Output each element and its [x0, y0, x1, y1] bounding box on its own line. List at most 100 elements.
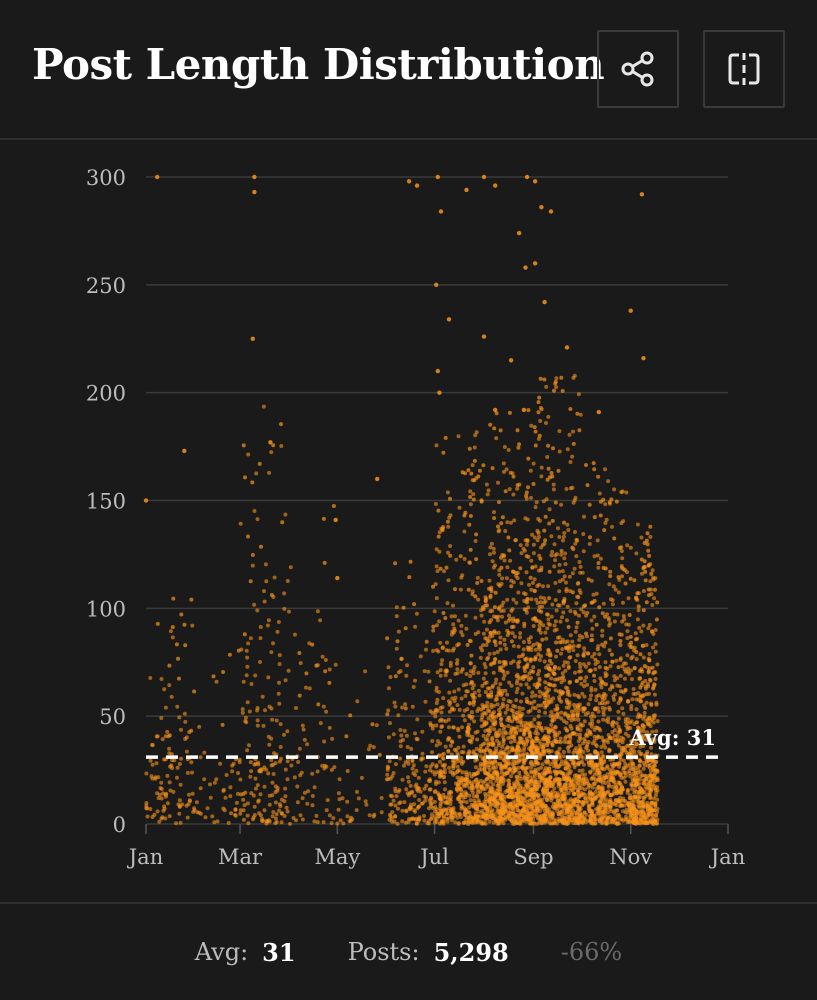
- data-point: [533, 693, 538, 698]
- data-point: [540, 762, 545, 767]
- data-point: [616, 743, 621, 748]
- data-point: [482, 749, 487, 754]
- data-point: [525, 662, 530, 667]
- data-point: [264, 767, 268, 772]
- data-point: [601, 709, 606, 714]
- data-point: [539, 654, 543, 659]
- data-point: [257, 769, 262, 774]
- data-point: [548, 770, 553, 775]
- data-point: [648, 524, 653, 529]
- data-point: [614, 499, 619, 504]
- data-point: [261, 404, 266, 409]
- data-point: [526, 647, 531, 652]
- x-tick-label: Jan: [127, 845, 163, 869]
- data-point: [460, 633, 465, 638]
- data-point: [637, 789, 642, 794]
- data-point: [567, 432, 572, 437]
- data-point: [553, 801, 558, 806]
- data-point: [402, 728, 407, 733]
- data-point: [567, 777, 572, 782]
- data-point: [641, 737, 646, 742]
- data-point: [492, 550, 496, 555]
- data-point: [646, 626, 651, 631]
- data-point: [456, 768, 460, 773]
- data-point: [617, 632, 622, 637]
- data-point: [576, 595, 581, 600]
- data-point: [399, 733, 404, 738]
- data-point: [616, 737, 621, 742]
- data-point: [472, 690, 477, 695]
- data-point: [460, 667, 465, 672]
- data-point: [514, 600, 519, 605]
- data-point: [267, 742, 272, 747]
- data-point: [643, 578, 648, 583]
- data-point: [439, 710, 444, 715]
- data-point: [648, 778, 653, 783]
- data-point: [576, 792, 581, 797]
- data-point: [501, 669, 506, 674]
- data-point: [492, 629, 497, 634]
- data-point: [611, 720, 616, 725]
- data-point: [508, 558, 513, 563]
- data-point: [577, 768, 582, 773]
- average-label: Avg: 31: [628, 725, 716, 750]
- x-tick-label: Jan: [709, 845, 745, 869]
- data-point: [590, 711, 595, 716]
- data-point: [493, 719, 497, 724]
- data-point: [340, 796, 345, 801]
- data-point: [518, 635, 522, 640]
- data-point: [492, 510, 496, 515]
- data-point: [537, 582, 542, 587]
- data-point: [531, 792, 536, 797]
- data-point: [397, 801, 402, 806]
- data-point: [306, 789, 311, 794]
- data-point: [279, 820, 284, 825]
- data-point: [593, 818, 598, 822]
- data-point: [645, 808, 650, 813]
- data-point: [577, 808, 582, 812]
- data-point: [555, 798, 560, 803]
- data-point: [544, 760, 549, 765]
- data-point: [198, 755, 203, 760]
- data-point: [424, 639, 429, 644]
- data-point: [629, 656, 634, 661]
- data-point: [518, 735, 522, 740]
- data-point: [578, 590, 583, 595]
- data-point: [558, 762, 563, 767]
- data-point: [593, 795, 598, 800]
- data-point: [230, 769, 235, 774]
- data-point: [557, 746, 562, 751]
- data-point: [543, 780, 547, 785]
- data-point: [159, 787, 164, 791]
- data-point: [646, 758, 651, 763]
- data-point: [431, 584, 435, 589]
- data-point: [622, 617, 627, 622]
- data-point: [561, 534, 566, 539]
- data-point: [514, 731, 519, 736]
- data-point: [500, 744, 505, 749]
- data-point: [592, 679, 597, 683]
- data-point: [455, 661, 459, 666]
- data-point: [273, 816, 278, 821]
- data-point: [630, 819, 635, 824]
- data-point: [258, 660, 262, 664]
- data-point: [460, 761, 464, 766]
- data-point: [171, 789, 176, 794]
- data-point: [451, 766, 456, 771]
- outlier-point: [414, 183, 420, 188]
- data-point: [530, 694, 534, 699]
- data-point: [393, 789, 398, 794]
- share-button[interactable]: [597, 30, 679, 108]
- data-point: [559, 552, 564, 557]
- data-point: [496, 732, 501, 737]
- data-point: [484, 643, 489, 647]
- data-point: [537, 553, 542, 558]
- split-view-button[interactable]: [703, 30, 785, 108]
- data-point: [651, 766, 656, 771]
- data-point: [651, 720, 656, 725]
- data-point: [607, 648, 612, 653]
- data-point: [448, 513, 453, 518]
- data-point: [448, 678, 453, 683]
- data-point: [187, 792, 191, 797]
- data-point: [642, 790, 647, 794]
